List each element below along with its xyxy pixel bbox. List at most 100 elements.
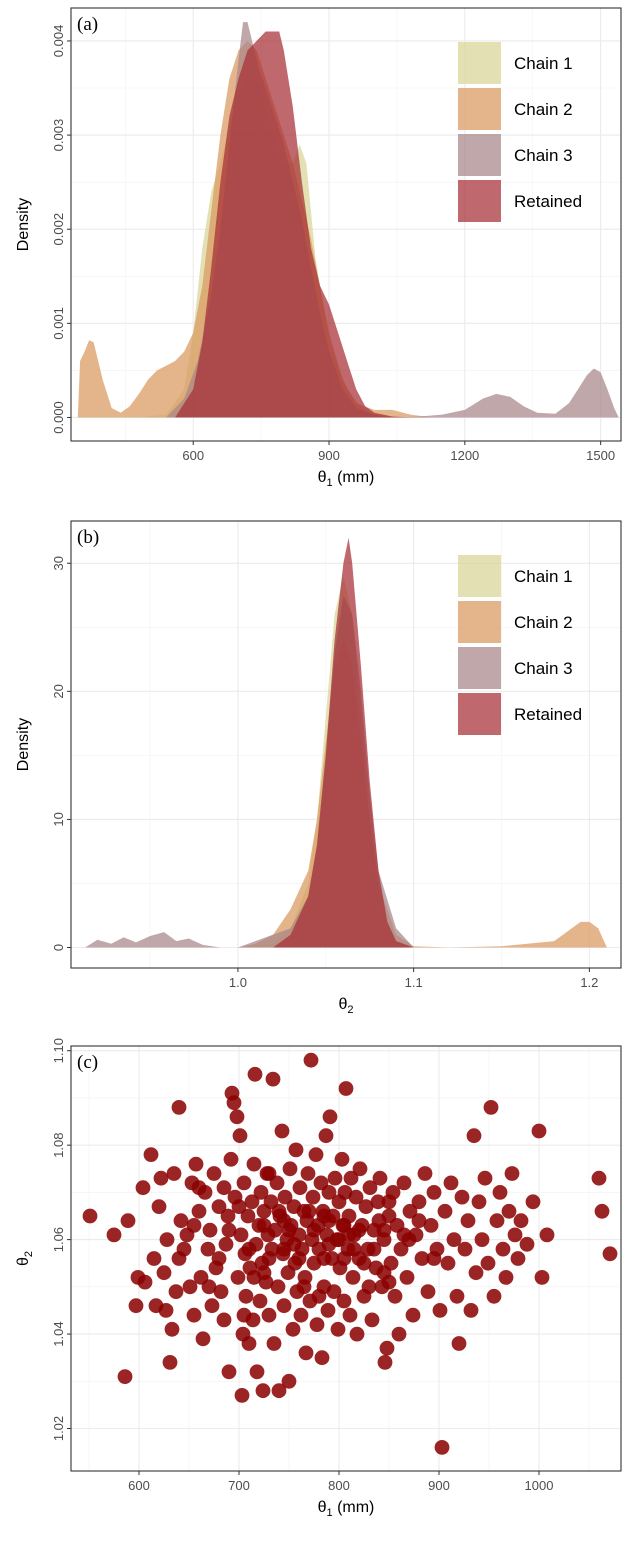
y-tick-label: 0.003 xyxy=(51,119,66,152)
panel-tag: (a) xyxy=(77,14,98,35)
legend-item-chain-1: Chain 1 xyxy=(458,42,573,84)
scatter-point xyxy=(151,1199,167,1214)
legend: Chain 1 Chain 2 Chain 3 Retained xyxy=(458,42,582,222)
scatter-point xyxy=(471,1194,487,1210)
scatter-point xyxy=(241,1336,257,1351)
scatter-point xyxy=(158,1303,174,1318)
scatter-point xyxy=(591,1170,607,1186)
scatter-point xyxy=(202,1222,218,1238)
scatter-point xyxy=(321,1185,337,1200)
scatter-point xyxy=(336,1293,352,1309)
scatter-point xyxy=(483,1100,499,1115)
y-tick-label: 0.004 xyxy=(51,25,66,58)
y-tick-label: 0.001 xyxy=(51,307,66,340)
scatter-point xyxy=(343,1170,359,1186)
scatter-point xyxy=(486,1288,502,1304)
scatter-point xyxy=(282,1161,298,1177)
y-tick-label: 10 xyxy=(51,812,66,826)
scatter-point xyxy=(281,1373,297,1389)
scatter-point xyxy=(451,1336,467,1351)
legend-label: Chain 2 xyxy=(514,613,573,632)
scatter-point xyxy=(195,1331,211,1347)
scatter-point xyxy=(171,1251,187,1266)
scatter-point xyxy=(274,1123,290,1139)
y-tick-label: 0.002 xyxy=(51,213,66,246)
scatter-point xyxy=(443,1175,459,1191)
scatter-point xyxy=(519,1236,535,1252)
scatter-point xyxy=(504,1166,520,1181)
scatter-point xyxy=(298,1345,314,1361)
scatter-point xyxy=(372,1170,388,1186)
scatter-point xyxy=(159,1232,175,1247)
scatter-point xyxy=(460,1213,476,1229)
scatter-point xyxy=(120,1213,136,1229)
scatter-point xyxy=(256,1265,272,1281)
legend-label: Retained xyxy=(514,192,582,211)
scatter-point xyxy=(166,1166,182,1181)
legend-key xyxy=(458,88,501,130)
y-tick-label: 1.10 xyxy=(51,1038,66,1063)
scatter-point xyxy=(252,1293,268,1309)
scatter-point xyxy=(240,1208,256,1224)
scatter-point xyxy=(411,1194,427,1210)
scatter-point xyxy=(432,1303,448,1318)
scatter-point xyxy=(213,1284,229,1299)
scatter-point xyxy=(423,1218,439,1233)
scatter-point xyxy=(401,1232,417,1247)
scatter-point xyxy=(300,1166,316,1181)
scatter-point xyxy=(244,1194,260,1210)
scatter-point xyxy=(216,1312,232,1328)
scatter-point xyxy=(206,1166,222,1181)
scatter-point xyxy=(346,1241,362,1257)
scatter-point xyxy=(510,1251,526,1266)
scatter-point xyxy=(326,1284,342,1299)
legend-key xyxy=(458,647,501,689)
scatter-point xyxy=(270,1279,286,1295)
scatter-point xyxy=(246,1156,262,1172)
scatter-point xyxy=(420,1284,436,1299)
scatter-point xyxy=(602,1246,618,1262)
scatter-point xyxy=(296,1279,312,1295)
scatter-point xyxy=(253,1185,269,1200)
scatter-point xyxy=(308,1147,324,1162)
scatter-point xyxy=(191,1180,207,1196)
scatter-point xyxy=(231,1199,247,1214)
scatter-point xyxy=(146,1251,162,1266)
scatter-point xyxy=(474,1232,490,1247)
scatter-point xyxy=(261,1251,277,1266)
panel-border xyxy=(70,7,622,442)
scatter-point xyxy=(379,1340,395,1356)
scatter-point xyxy=(492,1185,508,1200)
scatter-point xyxy=(306,1222,322,1238)
scatter-point xyxy=(188,1156,204,1172)
scatter-point xyxy=(301,1203,317,1219)
scatter-point xyxy=(463,1303,479,1318)
scatter-point xyxy=(171,1100,187,1115)
panel-a: 600 900 1200 1500 0.000 0.001 0.002 0.003 0.004 θ… xyxy=(15,7,622,489)
scatter-point xyxy=(495,1241,511,1257)
scatter-point xyxy=(220,1208,236,1224)
legend-item-chain-2: Chain 2 xyxy=(458,601,573,643)
legend-item-chain-3: Chain 3 xyxy=(458,647,573,689)
scatter-point xyxy=(164,1321,180,1337)
scatter-point xyxy=(342,1307,358,1323)
legend-item-retained: Retained xyxy=(458,693,582,735)
scatter-point xyxy=(311,1288,327,1304)
scatter-point xyxy=(255,1383,271,1399)
x-tick-label: 900 xyxy=(318,448,340,463)
legend-label: Chain 1 xyxy=(514,54,573,73)
scatter-point xyxy=(480,1255,496,1271)
scatter-point xyxy=(211,1199,227,1214)
scatter-point xyxy=(241,1241,257,1257)
scatter-point xyxy=(201,1279,217,1295)
x-tick-label: 800 xyxy=(328,1478,350,1493)
y-axis-title: θ2 xyxy=(15,1251,35,1266)
scatter-point xyxy=(230,1270,246,1285)
legend-key xyxy=(458,555,501,597)
scatter-point xyxy=(117,1369,133,1384)
x-axis-title: θ2 xyxy=(338,996,353,1016)
y-tick-label: 1.02 xyxy=(51,1416,66,1441)
scatter-point xyxy=(330,1321,346,1337)
scatter-point xyxy=(345,1270,361,1285)
panel-border xyxy=(70,1045,622,1472)
